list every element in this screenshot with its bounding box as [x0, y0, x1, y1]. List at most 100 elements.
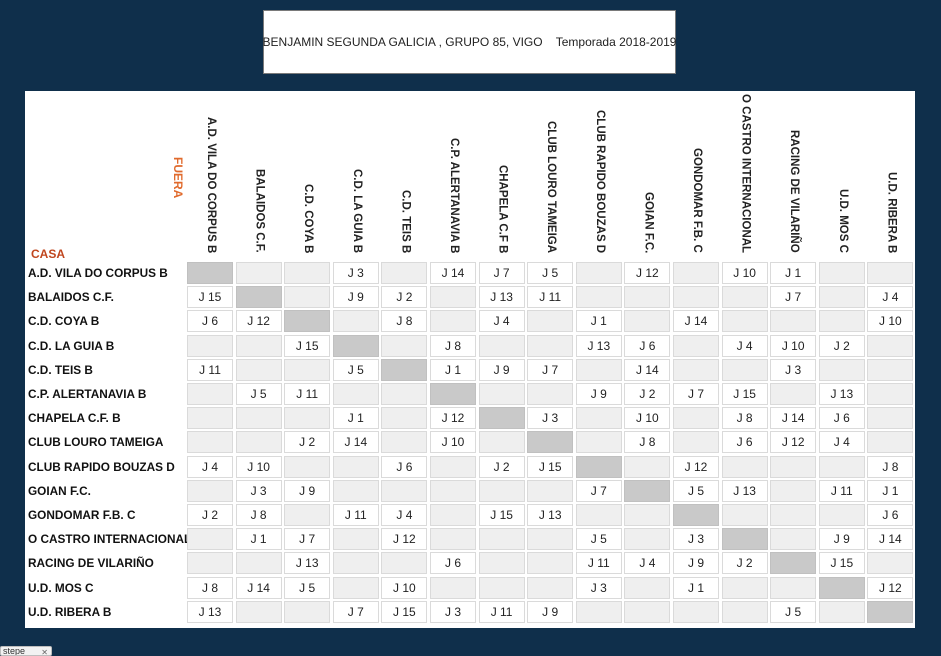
fixture-cell: J 5	[235, 383, 282, 405]
fixture-cell: J 10	[770, 334, 817, 357]
fixture-cell	[575, 286, 622, 309]
fixture-cell: J 12	[770, 431, 817, 454]
fixture-cell: J 9	[673, 552, 719, 575]
fixture-cell	[430, 286, 476, 309]
fixture-cell	[430, 310, 476, 333]
fixture-cell	[187, 528, 233, 551]
fixture-cell	[867, 552, 914, 575]
fixture-cell: J 3	[770, 358, 817, 381]
diagonal-cell	[624, 479, 671, 502]
fixture-cell	[284, 455, 331, 478]
fixture-cell: J 10	[721, 262, 768, 284]
fixture-cell	[818, 286, 865, 309]
fixture-cell	[478, 383, 525, 405]
column-header: CHAPELA C.F B	[479, 91, 527, 253]
fixture-cell	[527, 528, 574, 551]
fixture-cell: J 9	[527, 600, 574, 623]
fuera-label: FUERA	[171, 157, 185, 199]
fixture-cell: J 7	[284, 528, 331, 551]
fixture-cell	[478, 479, 525, 502]
fixture-cell: J 15	[187, 286, 233, 309]
fixture-cell	[284, 358, 331, 381]
fixture-cell: J 13	[818, 383, 865, 405]
fixture-cell	[624, 528, 671, 551]
column-header-label: CHAPELA C.F B	[496, 164, 509, 253]
fixture-cell	[867, 407, 914, 430]
fixture-cell: J 13	[575, 334, 622, 357]
fixture-cell	[527, 576, 574, 599]
fixture-cell: J 4	[381, 504, 428, 526]
fixture-cell: J 6	[381, 455, 428, 478]
fixture-cell: J 15	[478, 504, 525, 526]
fixture-cell: J 5	[284, 576, 331, 599]
bottom-tab[interactable]: stepe ✕	[0, 646, 52, 656]
row-team-label: O CASTRO INTERNACIONAL	[28, 532, 192, 547]
fixture-cell	[527, 552, 574, 575]
fixture-cell: J 9	[575, 383, 622, 405]
fixture-cell: J 10	[235, 455, 282, 478]
fixture-cell	[867, 262, 914, 284]
fixture-cell: J 11	[818, 479, 865, 502]
fixture-cell: J 8	[430, 334, 476, 357]
fixture-cell: J 13	[284, 552, 331, 575]
column-header-label: A.D. VILA DO CORPUS B	[205, 116, 217, 253]
fixture-cell	[721, 455, 768, 478]
fixture-cell	[284, 286, 331, 309]
row-team-label: U.D. RIBERA B	[28, 604, 112, 619]
fixture-cell: J 11	[332, 504, 379, 526]
fixture-cell	[381, 431, 428, 454]
fixture-cell	[818, 262, 865, 284]
fixture-cell: J 15	[284, 334, 331, 357]
column-header: C.D. COYA B	[284, 91, 332, 253]
fixture-cell: J 1	[575, 310, 622, 333]
fixture-cell: J 3	[430, 600, 476, 623]
fixture-cell: J 8	[867, 455, 914, 478]
fixture-cell: J 10	[624, 407, 671, 430]
fixture-cell	[624, 455, 671, 478]
fixture-cell: J 10	[867, 310, 914, 333]
fixture-cell: J 13	[478, 286, 525, 309]
fixture-cell: J 8	[187, 576, 233, 599]
fixture-cell: J 7	[527, 358, 574, 381]
fixture-cell: J 1	[332, 407, 379, 430]
fixture-cell: J 1	[430, 358, 476, 381]
fixture-cell: J 11	[527, 286, 574, 309]
fixture-cell: J 14	[770, 407, 817, 430]
fixture-cell: J 11	[478, 600, 525, 623]
fixture-cell: J 3	[575, 576, 622, 599]
fixture-cell: J 3	[235, 479, 282, 502]
fixture-cell: J 14	[332, 431, 379, 454]
fixture-cell	[527, 310, 574, 333]
fixture-cell: J 7	[332, 600, 379, 623]
fixture-cell	[332, 552, 379, 575]
fixture-cell	[527, 479, 574, 502]
fixture-cell: J 2	[284, 431, 331, 454]
row-team-label: CLUB LOURO TAMEIGA	[28, 435, 164, 450]
column-header-label: RACING DE VILARIÑO	[788, 130, 801, 253]
row-team-label: U.D. MOS C	[28, 580, 94, 595]
fixture-cell: J 10	[430, 431, 476, 454]
fixture-cell	[673, 358, 719, 381]
row-team-label: C.D. COYA B	[28, 314, 100, 329]
fixture-cell	[624, 504, 671, 526]
fixture-cell	[430, 479, 476, 502]
row-team-label: A.D. VILA DO CORPUS B	[28, 266, 168, 280]
fixture-cell: J 12	[867, 576, 914, 599]
fixture-cell	[867, 358, 914, 381]
fixture-cell	[381, 383, 428, 405]
fixture-cell	[332, 576, 379, 599]
fixture-cell: J 14	[867, 528, 914, 551]
fixture-cell	[284, 407, 331, 430]
column-header-label: GONDOMAR F.B. C	[691, 148, 703, 253]
fixture-cell: J 2	[721, 552, 768, 575]
fixture-cell	[770, 479, 817, 502]
diagonal-cell	[430, 383, 476, 405]
fixture-cell: J 4	[187, 455, 233, 478]
diagonal-cell	[575, 455, 622, 478]
fixture-cell	[478, 431, 525, 454]
fixture-cell: J 4	[478, 310, 525, 333]
fixture-cell	[235, 407, 282, 430]
fixture-cell	[575, 600, 622, 623]
fixture-cell	[770, 455, 817, 478]
close-icon[interactable]: ✕	[41, 648, 48, 656]
